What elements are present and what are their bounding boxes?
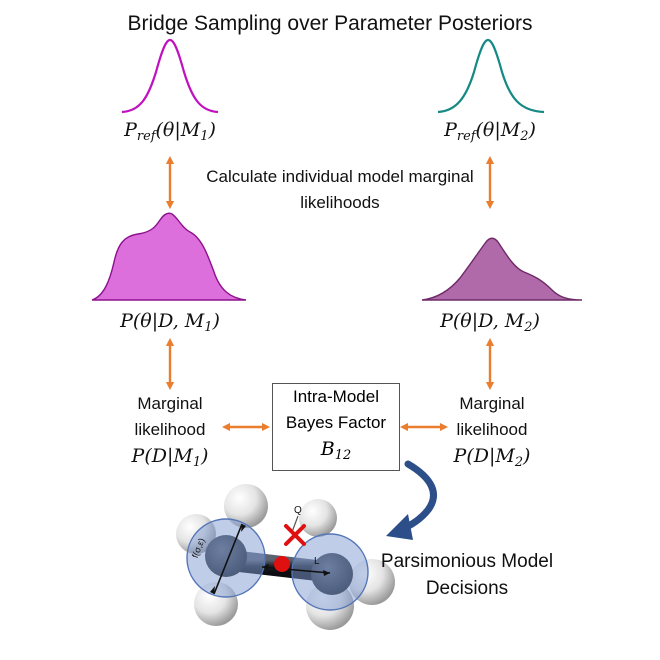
posterior-label-left: P(θ|D, M1) xyxy=(120,310,220,336)
bayes-box-symbol: B12 xyxy=(320,438,352,464)
charge-dot xyxy=(274,556,290,572)
ref-curve-left xyxy=(121,38,219,114)
molecule-label-l: L xyxy=(314,556,320,567)
sigma-sphere-left xyxy=(186,518,266,598)
molecule xyxy=(176,484,395,630)
decision-arrow-head xyxy=(386,514,413,540)
center-caption: Calculate individual model marginal like… xyxy=(206,167,474,212)
diagram-title: Bridge Sampling over Parameter Posterior… xyxy=(127,12,533,35)
posterior-right-fill xyxy=(421,237,583,301)
marginal-label-left: Marginal likelihood P(D|M1) xyxy=(131,394,209,471)
bayes-box-line2: Bayes Factor xyxy=(285,413,387,432)
bayes-factor-box: Intra-Model Bayes Factor B12 xyxy=(272,383,400,471)
bayes-box-line1: Intra-Model xyxy=(293,387,379,406)
posterior-left-fill xyxy=(91,212,247,301)
ref-curve-right xyxy=(437,38,545,114)
ref-label-right: Pref(θ|M2) xyxy=(444,119,536,145)
sigma-sphere-right xyxy=(291,533,369,611)
posterior-label-right: P(θ|D, M2) xyxy=(440,310,540,336)
ref-label-left: Pref(θ|M1) xyxy=(124,119,216,145)
molecule-label-q: Q xyxy=(294,505,302,516)
remove-charge-icon xyxy=(284,524,306,546)
marginal-label-right: Marginal likelihood P(D|M2) xyxy=(453,394,531,471)
decision-label: Parsimonious Model Decisions xyxy=(380,551,554,599)
